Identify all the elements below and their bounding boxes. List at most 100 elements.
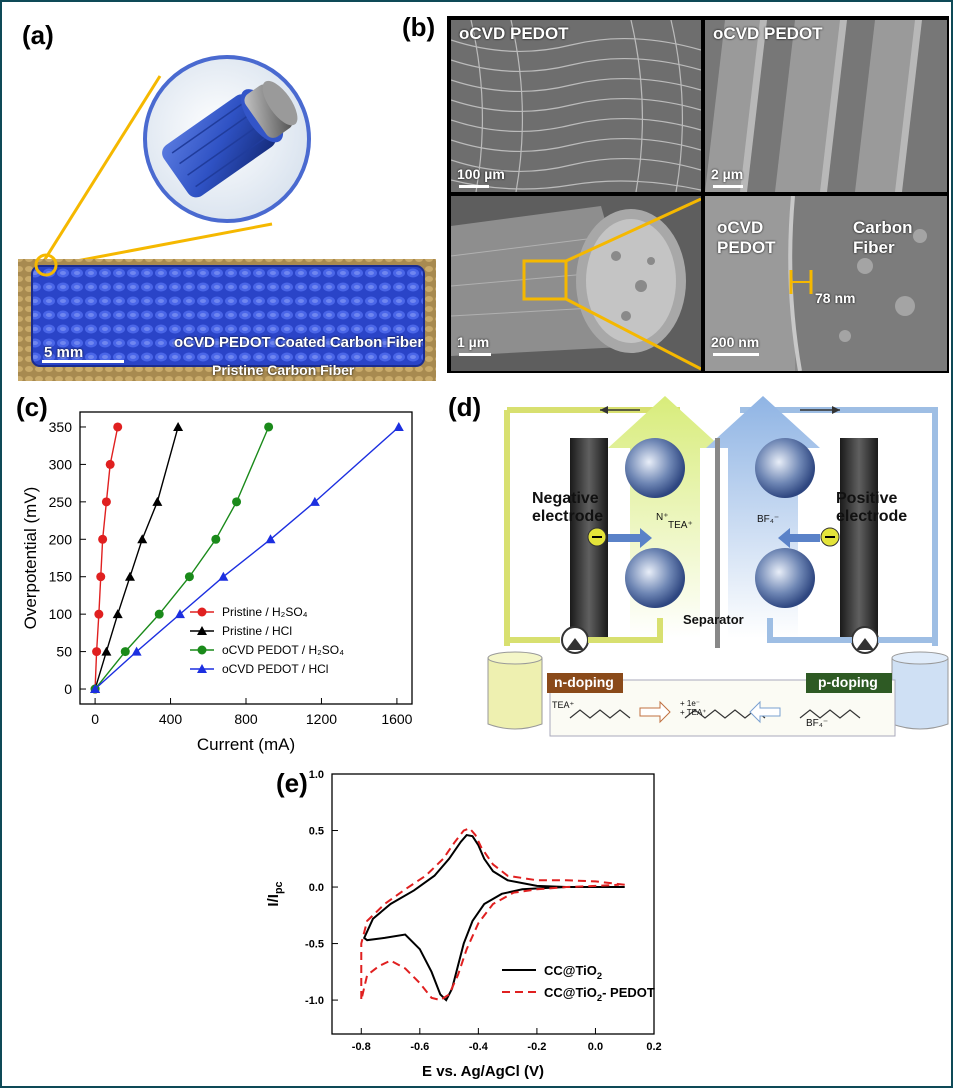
negative-electrode-label: Negative electrode <box>532 490 604 526</box>
x-tick-label: 0.2 <box>646 1041 661 1053</box>
x-tick-label: 1200 <box>306 711 337 727</box>
sem-bl-scale-bar <box>459 353 491 356</box>
y-axis-label: Overpotential (mV) <box>21 487 40 630</box>
sem-top-right: oCVD PEDOT 2 µm <box>704 19 948 193</box>
panel-label-d: (d) <box>448 392 482 422</box>
y-tick-label: 50 <box>56 644 72 660</box>
sem-bottom-left: 1 µm <box>450 195 702 372</box>
sem-br-pedot-label: oCVD PEDOT <box>717 218 776 258</box>
data-point <box>94 609 104 619</box>
x-tick-label: -0.6 <box>410 1041 429 1053</box>
sem-br-scale-label: 200 nm <box>711 334 760 350</box>
data-point <box>393 421 404 431</box>
x-tick-label: 1600 <box>381 711 412 727</box>
sem-tl-scale-label: 100 µm <box>457 166 505 182</box>
n-doping-label: n-doping <box>554 674 614 690</box>
data-point <box>309 496 320 506</box>
n-plus-label: N⁺ <box>656 512 669 523</box>
legend-label-0: Pristine / H₂SO₄ <box>222 605 308 619</box>
y-tick-label: 250 <box>49 494 73 510</box>
flow-battery-schematic <box>487 396 949 737</box>
data-point <box>92 647 102 657</box>
y-tick-label: 1.0 <box>309 769 324 781</box>
data-point <box>265 534 276 544</box>
separator-label: Separator <box>683 612 744 627</box>
cv-curve-0 <box>362 833 625 1002</box>
data-point <box>218 571 229 581</box>
legend-label-1: CC@TiO2- PEDOT <box>544 985 655 1003</box>
x-tick-label: 400 <box>159 711 183 727</box>
cv-curve-1 <box>360 827 625 1002</box>
y-tick-label: 350 <box>49 419 73 435</box>
data-point <box>101 497 111 507</box>
legend-label-1: Pristine / HCl <box>222 624 292 638</box>
sem-bottom-right: oCVD PEDOT Carbon Fiber 78 nm 200 nm <box>704 195 948 372</box>
y-tick-label: 0.5 <box>309 826 324 838</box>
sem-br-fiber-label: Carbon Fiber <box>853 218 913 258</box>
panel-label-b: (b) <box>402 12 436 42</box>
legend-marker-2 <box>197 645 207 655</box>
y-tick-label: 150 <box>49 569 73 585</box>
y-tick-label: -0.5 <box>305 939 324 951</box>
y-axis-label: I/Ipc <box>265 881 285 906</box>
y-tick-label: 100 <box>49 606 73 622</box>
x-tick-label: 0.0 <box>588 1041 603 1053</box>
pristine-fiber-label: Pristine Carbon Fiber <box>212 362 355 378</box>
panel-label-c: (c) <box>16 392 48 422</box>
y-tick-label: 200 <box>49 531 73 547</box>
x-axis-label: Current (mA) <box>197 735 295 754</box>
data-point <box>131 646 142 656</box>
data-point <box>90 684 101 694</box>
tea-chain-label: TEA⁺ <box>552 700 575 710</box>
legend-label-0: CC@TiO2 <box>544 963 602 981</box>
y-tick-label: 300 <box>49 456 73 472</box>
panel-a-illustration <box>18 55 436 381</box>
x-tick-label: 0 <box>91 711 99 727</box>
data-point <box>113 422 123 432</box>
legend-marker-1 <box>197 626 207 635</box>
data-point <box>112 609 123 619</box>
sem-tr-title: oCVD PEDOT <box>713 24 823 43</box>
data-point <box>184 572 194 582</box>
x-tick-label: -0.2 <box>527 1041 546 1053</box>
series-line-0 <box>94 426 119 690</box>
x-tick-label: 800 <box>234 711 258 727</box>
overpotential-chart: 0 400 800 1200 1600 0 50 100 150 200 250 300 350 Curr… <box>21 411 413 754</box>
tea-ion-label: TEA⁺ <box>668 520 693 531</box>
x-axis-label: E vs. Ag/AgCl (V) <box>422 1063 544 1080</box>
coated-fiber-label: oCVD PEDOT Coated Carbon Fiber <box>174 334 424 351</box>
data-point <box>154 609 164 619</box>
panel-label-a: (a) <box>22 20 54 50</box>
x-tick-label: -0.4 <box>469 1041 489 1053</box>
legend-marker-3 <box>197 664 207 673</box>
data-point <box>173 421 184 431</box>
bf4-ion-label: BF₄⁻ <box>757 514 780 525</box>
y-tick-label: 0 <box>64 681 72 697</box>
y-tick-label: 0.0 <box>309 882 324 894</box>
data-point <box>105 459 115 469</box>
x-tick-label: -0.8 <box>352 1041 371 1053</box>
bf4-chain-label: BF₄⁻ <box>806 718 829 729</box>
data-point <box>152 496 163 506</box>
data-point <box>101 646 112 656</box>
data-point <box>174 609 185 619</box>
cv-chart: -0.8 -0.6 -0.4 -0.2 0.0 0.2 -1.0 -0.5 0.0 0.5 1.0 E… <box>265 769 662 1080</box>
sem-tr-scale-label: 2 µm <box>711 166 744 182</box>
data-point <box>137 534 148 544</box>
data-point <box>98 534 108 544</box>
data-point <box>124 571 135 581</box>
y-tick-label: -1.0 <box>305 995 324 1007</box>
sem-top-left: oCVD PEDOT 100 µm <box>450 19 702 193</box>
sem-bl-scale-label: 1 µm <box>457 334 490 350</box>
data-point <box>96 572 106 582</box>
legend-label-3: oCVD PEDOT / HCl <box>222 662 328 676</box>
plot-frame <box>331 773 655 1035</box>
data-point <box>232 497 242 507</box>
sem-tl-title: oCVD PEDOT <box>459 24 569 43</box>
panel-label-e: (e) <box>276 768 308 798</box>
scale-label-5mm: 5 mm <box>44 344 84 361</box>
positive-electrode-label: Positive electrode <box>836 490 908 526</box>
electron-tea-label: + 1e⁻ + TEA⁺ <box>680 699 707 717</box>
legend-marker-0 <box>197 607 207 617</box>
sem-br-thickness-label: 78 nm <box>815 290 856 306</box>
